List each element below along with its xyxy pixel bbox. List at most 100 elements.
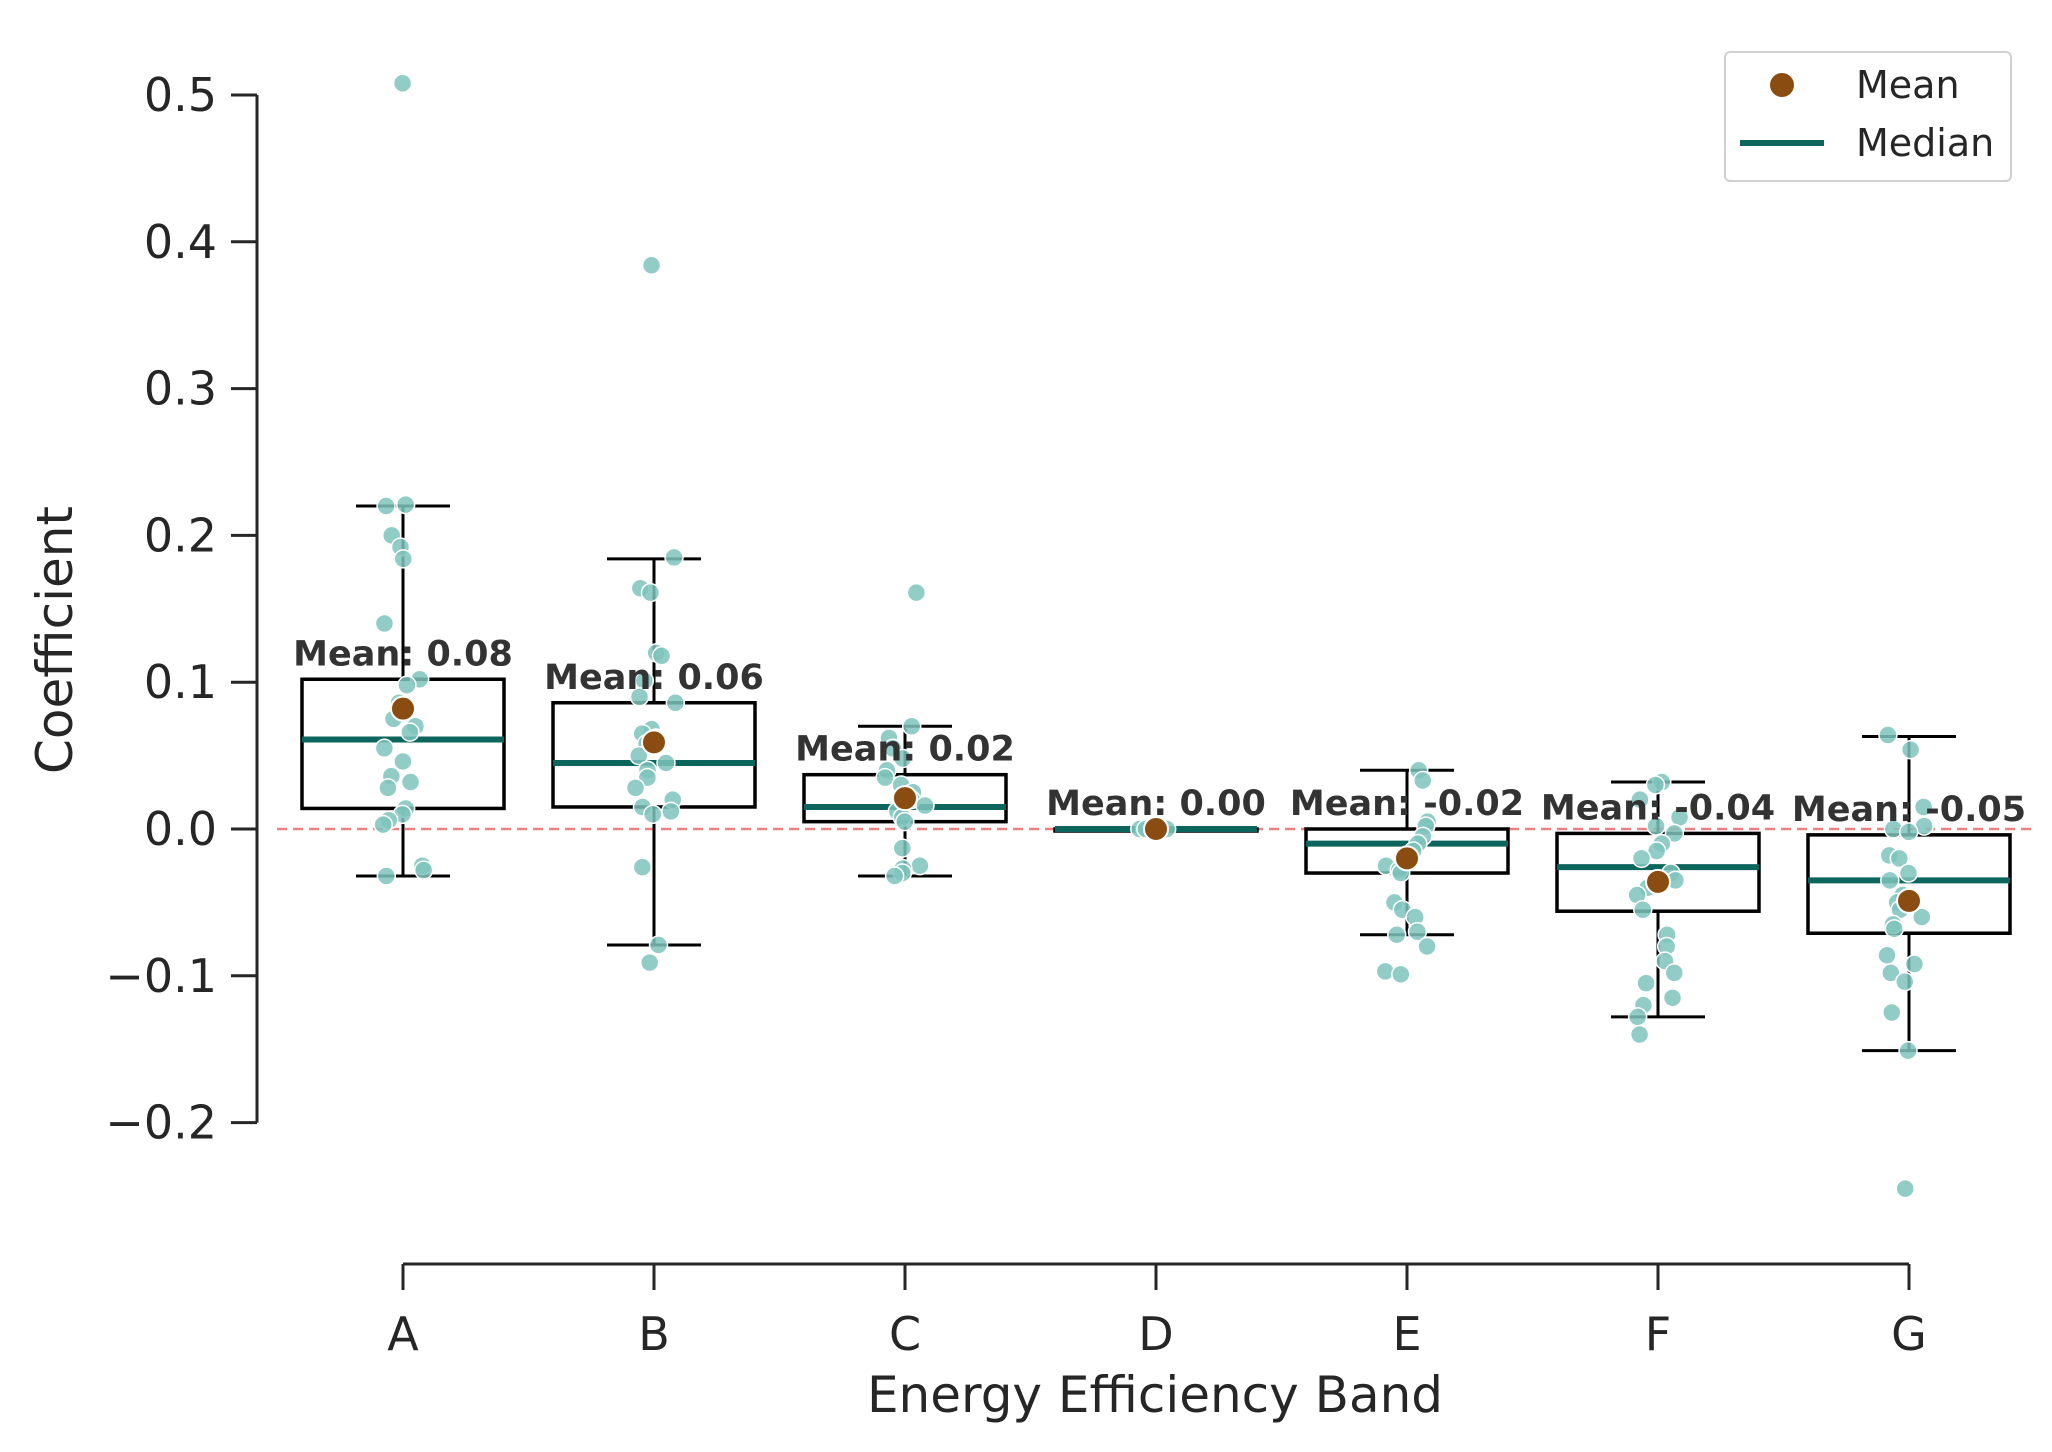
y-tick-label: 0.4: [144, 215, 217, 269]
mean-marker-C: [892, 785, 918, 812]
data-point: [1636, 973, 1656, 993]
legend: Mean Median: [1724, 51, 2012, 182]
y-tick-label: 0.0: [144, 802, 217, 856]
data-point: [1878, 725, 1898, 745]
mean-label-G: Mean: -0.05: [1792, 790, 2026, 830]
x-tick-label: G: [1891, 1307, 1927, 1361]
data-point: [393, 751, 413, 772]
x-axis-title: Energy Efficiency Band: [867, 1366, 1443, 1424]
data-point: [910, 855, 930, 876]
legend-mean-label: Mean: [1856, 63, 1960, 107]
data-point: [1877, 945, 1897, 965]
data-point: [1627, 1007, 1648, 1027]
y-tick-label: 0.3: [144, 362, 217, 416]
means-layer: [390, 695, 1922, 914]
legend-mean-marker: [1770, 73, 1794, 97]
data-point: [1900, 739, 1921, 760]
data-point: [906, 582, 927, 603]
y-tick-label: 0.5: [144, 68, 217, 122]
data-point: [901, 716, 922, 736]
mean-marker-E: [1394, 845, 1420, 872]
data-point: [1912, 907, 1932, 927]
mean-marker-B: [641, 729, 667, 756]
y-tick-label: −0.2: [105, 1096, 217, 1150]
data-point: [1664, 963, 1685, 983]
data-point: [1631, 848, 1652, 869]
data-point: [656, 753, 676, 773]
data-point: [640, 582, 661, 603]
data-point: [629, 687, 650, 707]
y-tick-label: −0.1: [105, 949, 217, 1003]
data-point: [1413, 770, 1433, 791]
data-point: [1898, 822, 1919, 842]
x-tick-label: D: [1138, 1307, 1173, 1361]
data-point: [639, 952, 660, 973]
mean-marker-D: [1143, 816, 1169, 842]
mean-marker-G: [1896, 887, 1922, 914]
data-point: [1882, 1002, 1902, 1023]
y-tick-label: 0.2: [144, 508, 217, 562]
data-point: [1391, 964, 1411, 985]
data-point: [1664, 823, 1685, 844]
data-point: [400, 772, 421, 792]
mean-label-B: Mean: 0.06: [544, 658, 764, 698]
mean-label-A: Mean: 0.08: [293, 634, 513, 674]
points-layer: [373, 73, 1934, 1199]
data-point: [376, 866, 397, 886]
x-tick-label: E: [1392, 1307, 1421, 1361]
data-point: [1904, 954, 1925, 974]
legend-median-label: Median: [1856, 121, 1994, 165]
data-point: [884, 866, 905, 886]
data-point: [397, 675, 417, 695]
data-point: [895, 811, 915, 832]
data-point: [374, 613, 395, 634]
y-axis: −0.2 −0.1 0.0 0.1 0.2 0.3 0.4 0.5: [105, 68, 259, 1150]
data-point: [641, 255, 662, 276]
mean-label-C: Mean: 0.02: [795, 730, 1015, 770]
data-point: [648, 935, 669, 955]
boxes-layer: [300, 504, 2012, 1053]
data-point: [400, 722, 420, 742]
data-point: [893, 748, 913, 769]
data-point: [625, 778, 646, 798]
data-point: [378, 778, 398, 798]
mean-marker-A: [390, 695, 416, 722]
data-point: [642, 804, 663, 825]
data-point: [1880, 870, 1900, 891]
data-point: [413, 860, 434, 880]
data-point: [1386, 924, 1407, 945]
data-point: [651, 646, 672, 666]
mean-label-E: Mean: -0.02: [1290, 784, 1524, 824]
x-tick-label: C: [889, 1307, 921, 1361]
data-point: [1417, 936, 1437, 957]
data-point: [664, 547, 684, 568]
data-point: [1630, 789, 1650, 810]
data-point: [1407, 922, 1428, 942]
data-point: [1898, 1040, 1918, 1061]
data-point: [1633, 899, 1653, 920]
data-point: [1646, 816, 1666, 836]
data-point: [1898, 863, 1919, 883]
data-point: [915, 795, 935, 816]
data-point: [1913, 797, 1934, 817]
data-point: [393, 549, 414, 569]
data-point: [665, 693, 686, 713]
x-axis: A B C D E F G: [387, 1262, 1927, 1361]
box-G: [1806, 833, 2012, 935]
data-point: [1895, 1178, 1915, 1199]
data-point: [395, 494, 416, 515]
data-point: [373, 814, 393, 835]
mean-marker-F: [1645, 868, 1671, 895]
data-point: [1894, 971, 1915, 992]
x-tick-label: F: [1645, 1307, 1671, 1361]
x-tick-label: A: [387, 1307, 419, 1361]
data-point: [1881, 963, 1901, 983]
data-point: [376, 496, 396, 516]
data-point: [1662, 988, 1683, 1008]
data-point: [629, 745, 649, 766]
data-point: [1629, 1024, 1650, 1045]
data-point: [392, 73, 413, 94]
data-point: [1645, 775, 1666, 795]
y-axis-title: Coefficient: [26, 506, 84, 774]
